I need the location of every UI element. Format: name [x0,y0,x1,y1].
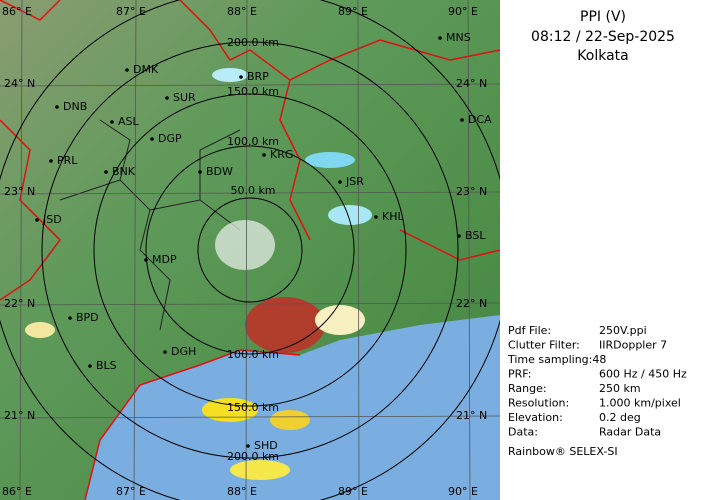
city-label: BPD [76,311,99,324]
panel-title: PPI (V) [580,9,626,25]
city-dot [104,170,108,174]
longitude-label: 87° E [116,485,146,498]
longitude-label: 86° E [2,5,32,18]
longitude-label: 89° E [338,5,368,18]
info-value: 250 km [599,382,641,395]
city-dot [68,316,72,320]
latitude-label: 21° N [456,409,487,422]
city-dot [165,96,169,100]
panel-datetime: 08:12 / 22-Sep-2025 [531,29,675,45]
city-label: JSD [42,213,62,226]
city-dot [198,170,202,174]
longitude-label: 90° E [448,485,478,498]
info-key: Data: [508,426,538,439]
info-key: Clutter Filter: [508,339,580,352]
latitude-label: 24° N [4,77,35,90]
city-dot [438,36,442,40]
city-dot [144,258,148,262]
city-label: DGP [158,132,182,145]
range-label: 200.0 km [227,450,279,463]
info-value: Radar Data [599,426,661,439]
range-label: 100.0 km [227,135,279,148]
latitude-label: 23° N [456,185,487,198]
city-label: BRP [247,70,269,83]
longitude-label: 88° E [227,485,257,498]
info-key: Time sampling:48 [507,353,606,366]
footer: Rainbow® SELEX-SI [508,445,618,458]
city-label: DNB [63,100,87,113]
city-label: BNK [112,165,136,178]
city-label: BLS [96,359,117,372]
city-dot [262,153,266,157]
info-value: IIRDoppler 7 [599,339,667,352]
city-dot [55,105,59,109]
range-label: 150.0 km [227,85,279,98]
city-dot [246,444,250,448]
city-label: KHL [382,210,404,223]
city-label: DMK [133,63,159,76]
info-value: 1.000 km/pixel [599,397,681,410]
city-label: BSL [465,229,486,242]
city-dot [49,159,53,163]
graticule [0,0,501,500]
city-dot [110,120,114,124]
city-label: DCA [468,113,492,126]
range-label: 50.0 km [230,184,275,197]
range-label: 100.0 km [227,348,279,361]
info-key: Range: [508,382,547,395]
range-label: 150.0 km [227,401,279,414]
city-label: MDP [152,253,177,266]
city-dot [374,215,378,219]
city-label: PRL [57,154,78,167]
city-dot [88,364,92,368]
sea [85,315,500,500]
info-value: 600 Hz / 450 Hz [599,368,687,381]
latitude-label: 22° N [4,297,35,310]
city-dot [239,75,243,79]
city-label: SHD [254,439,278,452]
info-key: Resolution: [508,397,569,410]
districts [59,119,241,331]
longitude-label: 86° E [2,485,32,498]
city-dot [338,180,342,184]
city-dot [35,218,39,222]
info-key: PRF: [508,368,531,381]
city-dot [457,234,461,238]
range-label: 200.0 km [227,36,279,49]
city-label: SUR [173,91,196,104]
latitude-label: 21° N [4,409,35,422]
city-dot [163,350,167,354]
echoes [25,68,372,480]
city-label: JSR [345,175,364,188]
city-label: DGH [171,345,196,358]
city-dot [460,118,464,122]
info-key: Pdf File: [508,324,551,337]
info-value: 0.2 deg [599,411,641,424]
latitude-label: 22° N [456,297,487,310]
city-label: ASL [118,115,140,128]
panel [500,0,706,500]
map: 86° E 86° E 87° E 87° E 88° E 88° E 89° E 89° E… [0,0,511,500]
longitude-label: 88° E [227,5,257,18]
borders [0,0,501,500]
city-label: BDW [206,165,233,178]
city-dot [150,137,154,141]
panel-site: Kolkata [577,48,628,64]
longitude-label: 87° E [116,5,146,18]
city-label: MNS [446,31,471,44]
city-label: KRG [270,148,293,161]
longitude-label: 90° E [448,5,478,18]
city-dot [125,68,129,72]
latitude-label: 23° N [4,185,35,198]
info-value: 250V.ppi [599,324,647,337]
longitude-label: 89° E [338,485,368,498]
latitude-label: 24° N [456,77,487,90]
info-key: Elevation: [508,411,563,424]
